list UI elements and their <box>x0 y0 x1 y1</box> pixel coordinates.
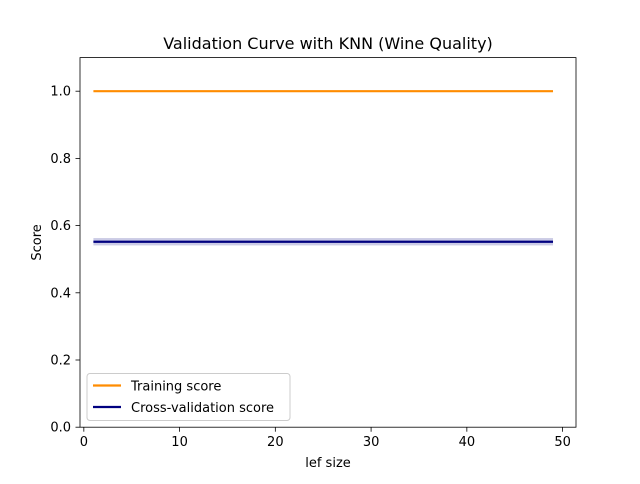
series-lines <box>93 90 554 243</box>
y-tick-label: 1.0 <box>50 85 71 100</box>
x-tick-label: 40 <box>459 435 476 450</box>
legend: Training score Cross-validation score <box>86 373 291 421</box>
y-tick-label: 0.4 <box>50 286 71 301</box>
x-tick-label: 20 <box>267 435 284 450</box>
legend-label-training: Training score <box>130 380 221 395</box>
y-tick-label: 0.6 <box>50 219 71 234</box>
x-tick-label: 0 <box>80 435 88 450</box>
y-axis: 0.0 0.2 0.4 0.6 0.8 1.0 <box>50 85 80 436</box>
x-axis-label: lef size <box>305 456 351 471</box>
x-tick-label: 10 <box>171 435 188 450</box>
y-axis-label: Score <box>30 224 45 260</box>
chart-title: Validation Curve with KNN (Wine Quality) <box>163 34 493 53</box>
legend-box <box>86 373 291 421</box>
legend-label-cross-validation: Cross-validation score <box>131 401 274 416</box>
x-axis: 0 10 20 30 40 50 <box>80 427 571 450</box>
x-tick-label: 30 <box>363 435 380 450</box>
y-tick-label: 0.0 <box>50 421 71 436</box>
y-tick-label: 0.8 <box>50 152 71 167</box>
plot-frame <box>79 57 577 428</box>
y-tick-label: 0.2 <box>50 354 71 369</box>
x-tick-label: 50 <box>554 435 571 450</box>
